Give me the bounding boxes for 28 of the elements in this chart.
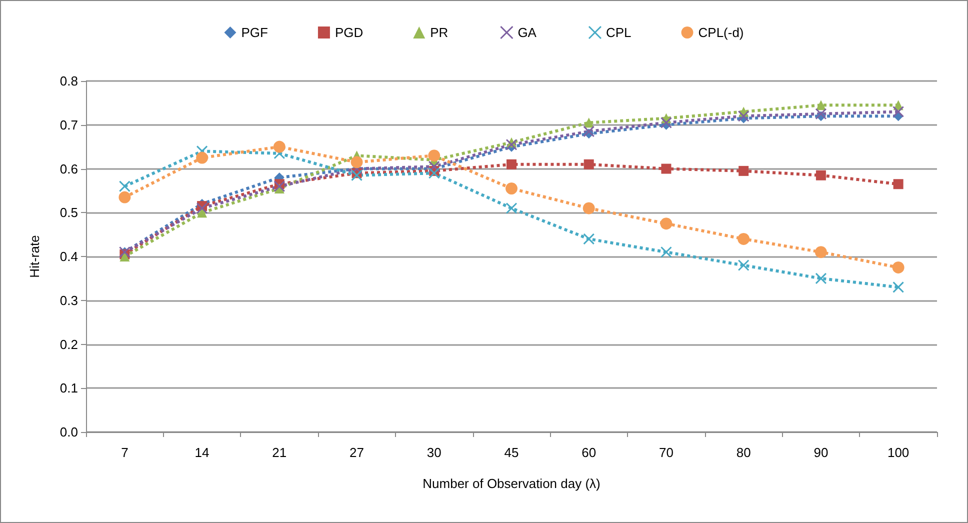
x-tick-label: 30	[426, 445, 442, 460]
legend-label: PGD	[334, 25, 364, 40]
legend-label: PR	[430, 25, 448, 40]
y-tick-label: 0.2	[60, 336, 78, 352]
x-tick-label: 21	[272, 445, 287, 460]
y-tick-label: 0.4	[60, 249, 78, 264]
x-axis-title: Number of Observation day (λ)	[422, 476, 600, 491]
x-tick-label: 14	[194, 445, 210, 460]
x-tick-label: 100	[887, 445, 910, 460]
y-tick-label: 0.7	[60, 117, 78, 132]
x-tick-label: 45	[504, 445, 519, 460]
x-tick-label: 90	[814, 445, 828, 460]
y-tick-label: 0.5	[60, 205, 78, 220]
y-axis-title: Hit-rate	[27, 235, 42, 278]
y-tick-label: 0.1	[60, 380, 78, 396]
legend-label: CPL	[606, 25, 632, 40]
y-tick-label: 0.3	[60, 292, 78, 308]
x-tick-label: 60	[582, 445, 596, 460]
x-tick-label: 27	[350, 445, 364, 460]
legend-label: GA	[518, 25, 537, 40]
legend-label: CPL(-d)	[698, 25, 744, 40]
y-tick-label: 0.8	[60, 74, 78, 88]
y-tick-label: 0.6	[60, 161, 78, 176]
legend-label: PGF	[241, 25, 268, 40]
x-tick-label: 80	[736, 445, 751, 460]
y-tick-label: 0.0	[60, 424, 78, 440]
x-tick-label: 70	[658, 445, 674, 460]
x-tick-label: 7	[121, 445, 128, 460]
